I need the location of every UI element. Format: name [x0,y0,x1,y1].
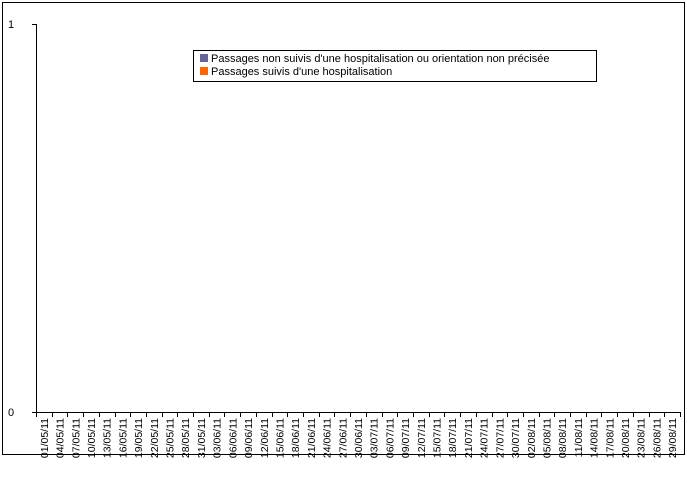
x-tick-label: 06/06/11 [227,418,239,458]
legend-swatch [200,67,208,75]
y-tick-label: 0 [8,407,14,419]
x-tick-label: 13/05/11 [102,418,114,458]
x-tick-label: 03/06/11 [212,418,224,458]
x-tick-label: 20/08/11 [620,418,632,458]
x-tick-label: 09/06/11 [243,418,255,458]
x-tick-label: 28/05/11 [180,418,192,458]
x-tick-label: 01/05/11 [39,418,51,458]
x-tick-label: 30/06/11 [353,418,365,458]
x-tick-label: 31/05/11 [196,418,208,458]
x-tick-label: 29/08/11 [667,418,679,458]
x-tick-label: 16/05/11 [117,418,129,458]
x-tick-label: 24/07/11 [479,418,491,458]
x-tick-label: 27/07/11 [494,418,506,458]
x-tick-label: 12/07/11 [416,418,428,458]
x-tick-label: 18/06/11 [290,418,302,458]
x-tick-label: 30/07/11 [510,418,522,458]
x-tick-label: 14/08/11 [589,418,601,458]
x-tick-label: 25/05/11 [165,418,177,458]
legend: Passages non suivis d'une hospitalisatio… [193,50,597,82]
x-tick-label: 05/08/11 [541,418,553,458]
x-tick-label: 18/07/11 [447,418,459,458]
x-tick-label: 07/05/11 [70,418,82,458]
x-tick-label: 15/06/11 [274,418,286,458]
x-tick-label: 24/06/11 [322,418,334,458]
legend-swatch [200,54,208,62]
y-tick-label: 1 [8,19,14,31]
x-tick-label: 27/06/11 [337,418,349,458]
x-tick-label: 15/07/11 [432,418,444,458]
x-tick-label: 12/06/11 [259,418,271,458]
x-tick-label: 17/08/11 [604,418,616,458]
x-tick-label: 04/05/11 [55,418,67,458]
x-tick-label: 23/08/11 [636,418,648,458]
x-tick-label: 10/05/11 [86,418,98,458]
x-tick-label: 02/08/11 [526,418,538,458]
x-tick-label: 21/06/11 [306,418,318,458]
legend-box [193,50,597,82]
x-tick-label: 22/05/11 [149,418,161,458]
x-tick-label: 06/07/11 [384,418,396,458]
x-tick-label: 21/07/11 [463,418,475,458]
x-tick-label: 11/08/11 [573,418,585,457]
x-tick-label: 09/07/11 [400,418,412,458]
x-tick-label: 26/08/11 [651,418,663,458]
legend-label: Passages suivis d'une hospitalisation [211,66,392,78]
x-tick-label: 19/05/11 [133,418,145,458]
x-tick-label: 08/08/11 [557,418,569,458]
legend-label: Passages non suivis d'une hospitalisatio… [211,53,549,65]
x-tick-label: 03/07/11 [369,418,381,458]
